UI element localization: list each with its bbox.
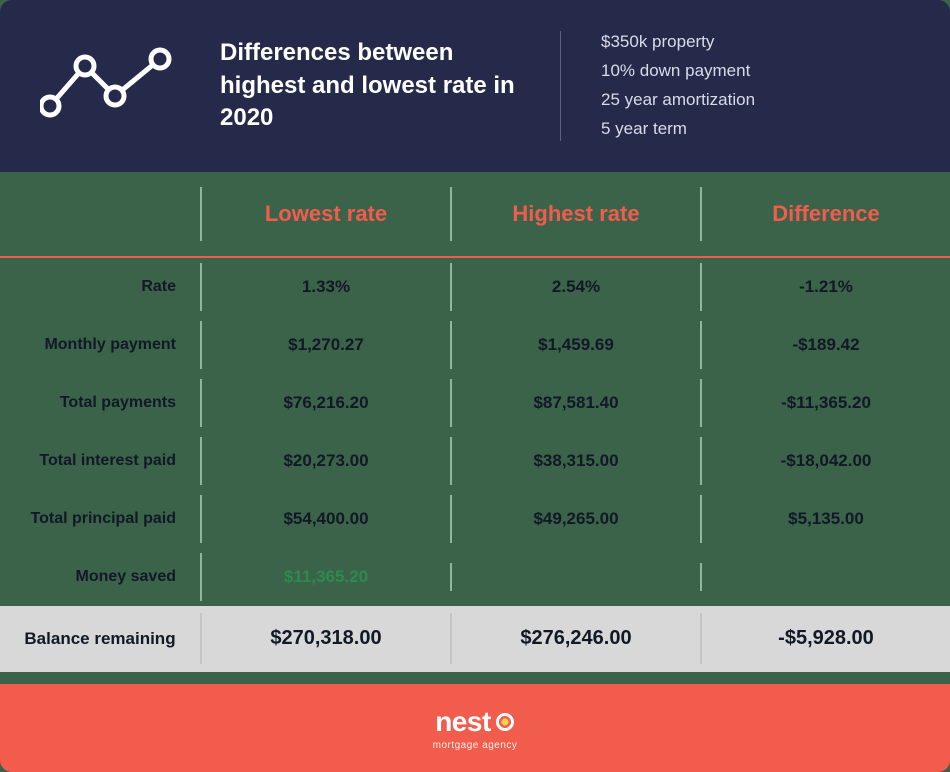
spec-line: $350k property [601,28,755,57]
infographic-container: Differences between highest and lowest r… [0,0,950,772]
cell-diff: -$189.42 [700,321,950,369]
balance-diff: -$5,928.00 [700,613,950,664]
balance-highest: $276,246.00 [450,613,700,664]
col-header-diff: Difference [700,187,950,241]
cell-lowest: 1.33% [200,263,450,311]
cell-diff [700,563,950,591]
table-row: Monthly payment $1,270.27 $1,459.69 -$18… [0,316,950,374]
brand-text-part: nest [435,706,491,738]
cell-lowest: $11,365.20 [200,553,450,601]
header-specs: $350k property 10% down payment 25 year … [601,28,755,144]
row-label: Rate [0,264,200,310]
brand-logo-icon [496,713,514,731]
brand-tagline: mortgage agency [433,740,518,751]
footer: nest mortgage agency [0,684,950,772]
brand-logo: nest [435,706,515,738]
cell-highest: $1,459.69 [450,321,700,369]
col-header-blank [0,200,200,228]
cell-diff: -$18,042.00 [700,437,950,485]
table-row: Money saved $11,365.20 [0,548,950,606]
row-label: Total payments [0,380,200,426]
table-row: Total payments $76,216.20 $87,581.40 -$1… [0,374,950,432]
header-divider [560,31,561,141]
row-label: Total interest paid [0,438,200,484]
cell-lowest: $76,216.20 [200,379,450,427]
spec-line: 10% down payment [601,57,755,86]
table-row: Total principal paid $54,400.00 $49,265.… [0,490,950,548]
table-header-row: Lowest rate Highest rate Difference [0,172,950,256]
spec-line: 5 year term [601,115,755,144]
cell-lowest: $54,400.00 [200,495,450,543]
balance-row: Balance remaining $270,318.00 $276,246.0… [0,606,950,672]
row-label: Total principal paid [0,496,200,542]
table-row: Rate 1.33% 2.54% -1.21% [0,258,950,316]
cell-highest: 2.54% [450,263,700,311]
line-chart-icon [40,41,180,131]
row-label: Money saved [0,554,200,600]
cell-highest: $38,315.00 [450,437,700,485]
cell-highest: $49,265.00 [450,495,700,543]
cell-lowest: $20,273.00 [200,437,450,485]
balance-lowest: $270,318.00 [200,613,450,664]
balance-label: Balance remaining [0,615,200,663]
header: Differences between highest and lowest r… [0,0,950,172]
comparison-table: Lowest rate Highest rate Difference Rate… [0,172,950,684]
row-label: Monthly payment [0,322,200,368]
cell-diff: -$11,365.20 [700,379,950,427]
cell-highest [450,563,700,591]
cell-diff: $5,135.00 [700,495,950,543]
cell-highest: $87,581.40 [450,379,700,427]
table-row: Total interest paid $20,273.00 $38,315.0… [0,432,950,490]
header-title: Differences between highest and lowest r… [220,37,520,134]
col-header-highest: Highest rate [450,187,700,241]
spec-line: 25 year amortization [601,86,755,115]
col-header-lowest: Lowest rate [200,187,450,241]
cell-diff: -1.21% [700,263,950,311]
cell-lowest: $1,270.27 [200,321,450,369]
